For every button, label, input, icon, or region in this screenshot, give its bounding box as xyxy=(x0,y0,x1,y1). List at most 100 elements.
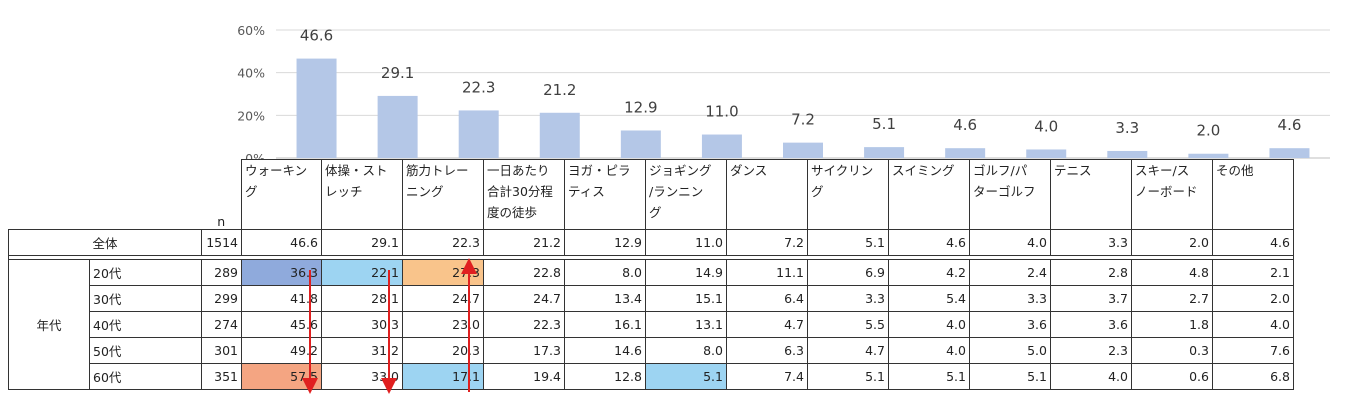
y-tick-label: 0% xyxy=(245,151,265,160)
table-row: 全体 1514 46.6 29.1 22.3 21.2 12.9 11.0 7.2 5.1 4.6 4… xyxy=(8,229,1294,256)
table-row: 60代 351 57.5 33.0 17.1 19.4 12.8 5.1 7.4 5.1 5.1 5.… xyxy=(9,363,1294,390)
data-label: 29.1 xyxy=(381,64,414,82)
value-cell: 30.3 xyxy=(321,311,403,338)
value-cell: 2.4 xyxy=(969,259,1051,286)
value-cell: 2.3 xyxy=(1050,337,1132,364)
category-header-line: 筋力トレー xyxy=(406,163,469,178)
value-cell: 20.3 xyxy=(402,337,484,364)
category-header: テニス xyxy=(1050,159,1132,230)
value-cell: 6.4 xyxy=(726,285,808,312)
value-cell: 6.3 xyxy=(726,337,808,364)
bar xyxy=(1188,153,1229,158)
value-cell: 4.0 xyxy=(888,337,970,364)
bar xyxy=(377,95,418,158)
category-header-line: レッチ xyxy=(325,184,363,199)
data-label: 12.9 xyxy=(624,98,657,116)
category-header: ゴルフ/パターゴルフ xyxy=(969,159,1051,230)
category-header: 筋力トレー ニング xyxy=(402,159,484,230)
bar xyxy=(620,130,661,158)
value-cell: 8.0 xyxy=(564,259,646,286)
value-cell: 5.1 xyxy=(888,363,970,390)
bar xyxy=(783,142,823,158)
value-cell: 31.2 xyxy=(321,337,403,364)
data-label: 4.6 xyxy=(953,116,977,134)
value-cell: 2.0 xyxy=(1131,229,1213,256)
category-header-line: ターゴルフ xyxy=(973,184,1036,199)
data-label: 46.6 xyxy=(300,27,333,45)
value-cell: 22.3 xyxy=(402,229,484,256)
value-cell: 3.6 xyxy=(969,311,1051,338)
category-header-line: ジョギング xyxy=(649,163,712,178)
value-cell: 4.6 xyxy=(1212,229,1294,256)
bar xyxy=(1026,149,1067,158)
value-cell: 49.2 xyxy=(241,337,322,364)
table-row: 50代 301 49.2 31.2 20.3 17.3 14.6 8.0 6.3 4.7 4.0 5.… xyxy=(9,337,1294,364)
value-cell: 3.3 xyxy=(1050,229,1132,256)
y-tick-label: 60% xyxy=(237,23,265,38)
category-header: サイクリング xyxy=(807,159,889,230)
category-header-line: ゴルフ/パ xyxy=(973,163,1028,178)
bar xyxy=(864,147,905,158)
value-cell: 23.0 xyxy=(402,311,484,338)
value-cell: 16.1 xyxy=(564,311,646,338)
value-cell: 4.6 xyxy=(888,229,970,256)
category-header: その他 xyxy=(1212,159,1294,230)
value-cell: 11.1 xyxy=(726,259,808,286)
highlighted-value-cell: 17.1 xyxy=(402,363,484,390)
value-cell: 13.4 xyxy=(564,285,646,312)
n-cell: 299 xyxy=(201,285,242,312)
highlighted-value-cell: 22.1 xyxy=(321,259,403,286)
value-cell: 0.6 xyxy=(1131,363,1213,390)
highlighted-value-cell: 57.5 xyxy=(241,363,322,390)
value-cell: 12.8 xyxy=(564,363,646,390)
value-cell: 24.7 xyxy=(402,285,484,312)
category-header-line: グ xyxy=(245,184,258,199)
value-cell: 7.6 xyxy=(1212,337,1294,364)
highlighted-value-cell: 36.3 xyxy=(241,259,322,286)
value-cell: 2.7 xyxy=(1131,285,1213,312)
value-cell: 2.8 xyxy=(1050,259,1132,286)
value-cell: 6.9 xyxy=(807,259,889,286)
bar xyxy=(1107,150,1148,158)
category-header-line: その他 xyxy=(1216,163,1254,178)
value-cell: 8.0 xyxy=(645,337,727,364)
category-header-line: スキー/ス xyxy=(1135,163,1190,178)
y-tick-label: 20% xyxy=(237,108,265,123)
bar xyxy=(458,110,499,158)
value-cell: 11.0 xyxy=(645,229,727,256)
category-header: 一日あたり合計30分程 度の徒歩 xyxy=(483,159,565,230)
value-cell: 4.0 xyxy=(1050,363,1132,390)
category-header: ダンス xyxy=(726,159,808,230)
value-cell: 3.3 xyxy=(969,285,1051,312)
data-label: 2.0 xyxy=(1196,122,1220,140)
category-header-line: 合計30分程 xyxy=(487,184,553,199)
value-cell: 5.1 xyxy=(969,363,1051,390)
bar xyxy=(1269,148,1310,158)
bar-chart: 0% 20% 40% 60% 46.6 29.1 22.3 21.2 12.9 11.0 7.2 5.… xyxy=(237,23,1330,160)
value-cell: 3.3 xyxy=(807,285,889,312)
bar xyxy=(701,134,742,158)
data-label: 7.2 xyxy=(791,111,815,129)
category-header-line: ウォーキン xyxy=(245,163,308,178)
table-row: 40代 274 45.6 30.3 23.0 22.3 16.1 13.1 4.7 5.5 4.0 3… xyxy=(9,311,1294,338)
category-header-line: 度の徒歩 xyxy=(487,205,538,220)
value-cell: 21.2 xyxy=(483,229,565,256)
value-cell: 3.7 xyxy=(1050,285,1132,312)
group-label: 年代 xyxy=(8,259,90,390)
n-cell: 274 xyxy=(201,311,242,338)
row-label: 30代 xyxy=(89,285,202,312)
value-cell: 3.6 xyxy=(1050,311,1132,338)
category-header-line: 一日あたり xyxy=(487,163,550,178)
data-table: n ウォーキング体操・スト レッチ 筋力トレー ニング 一日あたり 合計30分程 度の徒歩 ヨガ… xyxy=(8,159,1294,390)
value-cell: 4.7 xyxy=(807,337,889,364)
value-cell: 24.7 xyxy=(483,285,565,312)
data-label: 22.3 xyxy=(462,78,495,96)
category-header: 体操・スト レッチ xyxy=(321,159,403,230)
value-cell: 5.4 xyxy=(888,285,970,312)
category-header: ウォーキング xyxy=(241,159,322,230)
data-label: 11.0 xyxy=(705,103,738,121)
row-label: 40代 xyxy=(89,311,202,338)
n-cell: 351 xyxy=(201,363,242,390)
value-cell: 0.3 xyxy=(1131,337,1213,364)
category-header-line: ニング xyxy=(406,184,444,199)
